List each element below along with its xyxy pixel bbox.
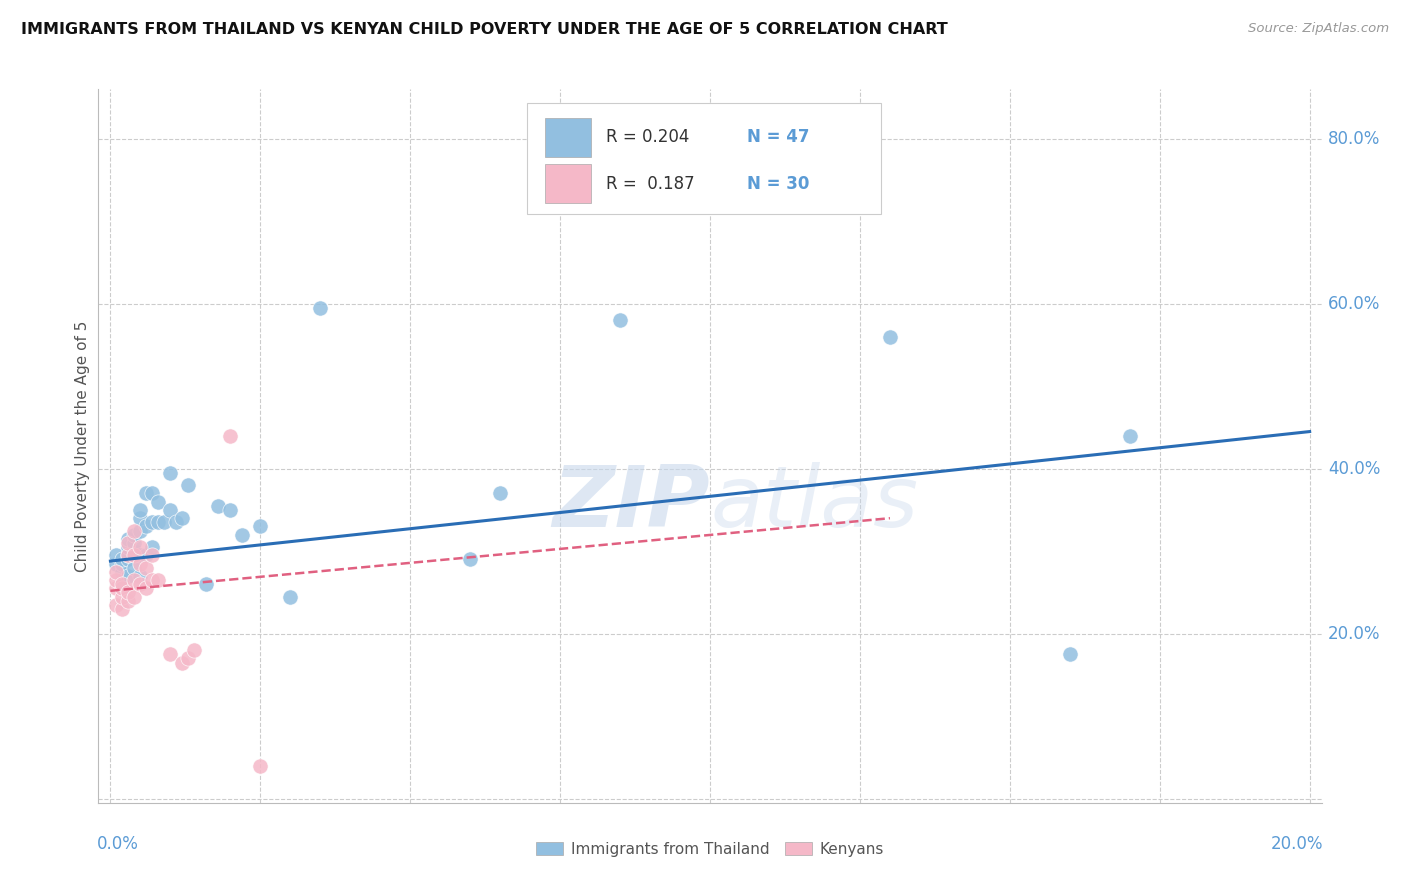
- Point: [129, 549, 152, 563]
- Point: [117, 532, 139, 546]
- Text: 20.0%: 20.0%: [1327, 624, 1381, 642]
- Text: N = 30: N = 30: [747, 175, 808, 193]
- Point: [177, 478, 200, 492]
- Point: [124, 573, 146, 587]
- Point: [249, 758, 271, 772]
- Point: [105, 573, 128, 587]
- Point: [129, 524, 152, 538]
- Point: [141, 516, 163, 530]
- Text: ZIP: ZIP: [553, 461, 710, 545]
- Point: [117, 536, 139, 550]
- Point: [129, 511, 152, 525]
- Point: [172, 656, 194, 670]
- Point: [105, 582, 128, 596]
- Point: [135, 519, 157, 533]
- Text: 20.0%: 20.0%: [1271, 835, 1323, 853]
- Point: [219, 428, 242, 442]
- Text: 60.0%: 60.0%: [1327, 294, 1381, 313]
- Point: [117, 585, 139, 599]
- Point: [124, 560, 146, 574]
- Point: [309, 301, 332, 315]
- Point: [129, 540, 152, 554]
- Point: [148, 494, 170, 508]
- Point: [117, 549, 139, 563]
- Point: [1119, 428, 1142, 442]
- Point: [278, 590, 301, 604]
- Point: [489, 486, 512, 500]
- Point: [219, 503, 242, 517]
- Point: [159, 466, 181, 480]
- Text: IMMIGRANTS FROM THAILAND VS KENYAN CHILD POVERTY UNDER THE AGE OF 5 CORRELATION : IMMIGRANTS FROM THAILAND VS KENYAN CHILD…: [21, 22, 948, 37]
- Point: [111, 590, 134, 604]
- Point: [105, 598, 128, 612]
- Point: [879, 329, 901, 343]
- Point: [1059, 648, 1081, 662]
- Text: atlas: atlas: [710, 461, 918, 545]
- Point: [124, 527, 146, 541]
- Point: [111, 557, 134, 571]
- Point: [153, 516, 176, 530]
- Point: [105, 549, 128, 563]
- Text: N = 47: N = 47: [747, 128, 810, 146]
- Point: [129, 557, 152, 571]
- Point: [135, 560, 157, 574]
- Point: [111, 552, 134, 566]
- Point: [117, 552, 139, 566]
- Point: [609, 313, 631, 327]
- Point: [183, 643, 205, 657]
- Text: Source: ZipAtlas.com: Source: ZipAtlas.com: [1249, 22, 1389, 36]
- Text: 0.0%: 0.0%: [97, 835, 139, 853]
- Point: [159, 503, 181, 517]
- FancyBboxPatch shape: [546, 118, 592, 157]
- Point: [458, 552, 481, 566]
- Point: [124, 536, 146, 550]
- Text: 80.0%: 80.0%: [1327, 129, 1381, 148]
- Point: [141, 486, 163, 500]
- Point: [148, 573, 170, 587]
- Point: [231, 527, 253, 541]
- Point: [141, 540, 163, 554]
- Point: [141, 573, 163, 587]
- Point: [111, 565, 134, 579]
- Point: [135, 582, 157, 596]
- Point: [124, 524, 146, 538]
- Point: [165, 516, 187, 530]
- Point: [124, 544, 146, 558]
- Point: [207, 499, 229, 513]
- Legend: Immigrants from Thailand, Kenyans: Immigrants from Thailand, Kenyans: [530, 836, 890, 863]
- Point: [124, 549, 146, 563]
- Point: [195, 577, 218, 591]
- Point: [111, 582, 134, 596]
- Text: R =  0.187: R = 0.187: [606, 175, 695, 193]
- Point: [111, 577, 134, 591]
- Point: [105, 557, 128, 571]
- Point: [129, 503, 152, 517]
- Point: [117, 569, 139, 583]
- Point: [135, 549, 157, 563]
- Point: [111, 577, 134, 591]
- Y-axis label: Child Poverty Under the Age of 5: Child Poverty Under the Age of 5: [75, 320, 90, 572]
- Point: [117, 549, 139, 563]
- Point: [141, 549, 163, 563]
- Point: [124, 590, 146, 604]
- Point: [129, 577, 152, 591]
- FancyBboxPatch shape: [526, 103, 882, 214]
- Text: 40.0%: 40.0%: [1327, 459, 1381, 478]
- Point: [105, 565, 128, 579]
- Point: [117, 540, 139, 554]
- Point: [177, 651, 200, 665]
- Point: [249, 519, 271, 533]
- Point: [111, 602, 134, 616]
- Text: R = 0.204: R = 0.204: [606, 128, 689, 146]
- Point: [135, 486, 157, 500]
- FancyBboxPatch shape: [546, 164, 592, 203]
- Point: [172, 511, 194, 525]
- Point: [159, 648, 181, 662]
- Point: [148, 516, 170, 530]
- Point: [129, 569, 152, 583]
- Point: [117, 593, 139, 607]
